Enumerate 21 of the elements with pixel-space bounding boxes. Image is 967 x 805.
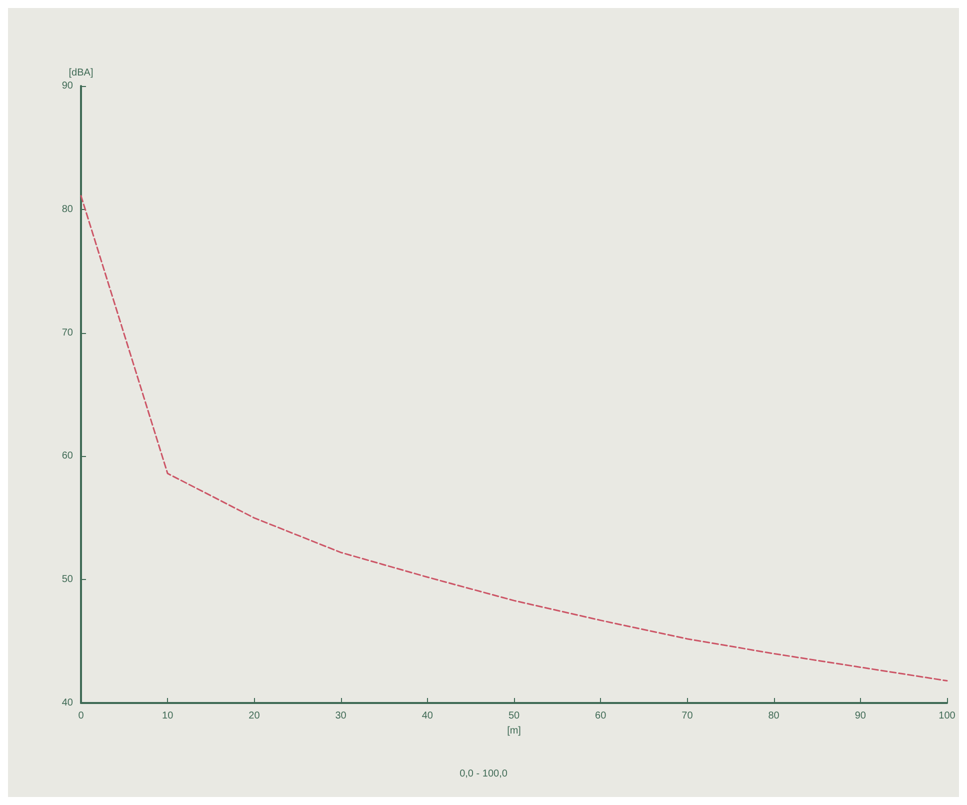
x-tick-label: 20	[248, 710, 260, 722]
x-tick-label: 10	[162, 710, 174, 722]
x-tick-label: 50	[508, 710, 520, 722]
x-axis-title: [m]	[507, 725, 522, 736]
x-tick-label: 40	[422, 710, 434, 722]
y-axis-title: [dBA]	[68, 68, 94, 78]
x-tick-label: 100	[938, 710, 956, 722]
y-tick-label: 80	[62, 204, 74, 215]
x-tick-label: 0	[78, 710, 84, 722]
line-series	[80, 195, 948, 682]
x-tick-label: 90	[854, 710, 866, 722]
y-tick-label: 70	[62, 327, 74, 338]
text: 0,0 - 100,0	[460, 768, 508, 780]
x-tick-label: 30	[335, 710, 347, 722]
x-tick-label: 60	[595, 710, 607, 722]
y-tick-label: 50	[62, 574, 74, 586]
x-tick-label: 70	[682, 710, 694, 722]
y-tick-label: 90	[62, 80, 74, 92]
y-tick-label: 40	[62, 698, 74, 708]
x-tick-label: 80	[768, 710, 780, 722]
y-tick-label: 60	[62, 450, 74, 462]
